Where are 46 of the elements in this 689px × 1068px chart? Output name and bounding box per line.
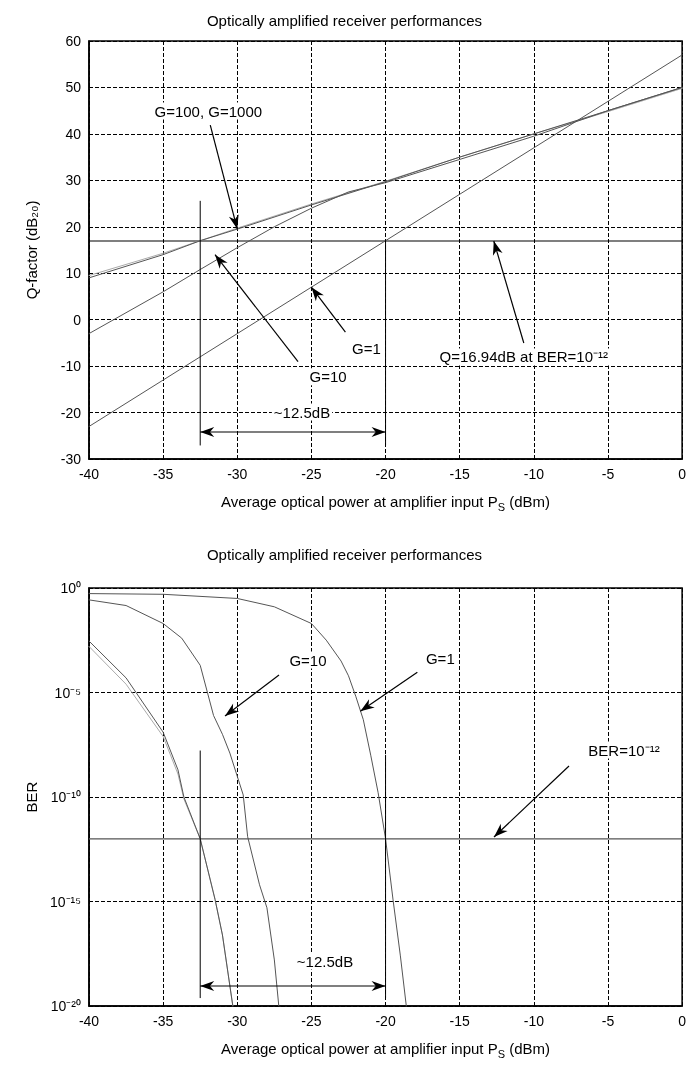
y-axis-title: Q-factor (dB₂₀) [23,200,40,300]
chart-title: Optically amplified receiver performances [206,546,483,563]
x-tick-label: -30 [227,466,248,482]
x-tick-label: -20 [375,1013,396,1029]
x-tick-label: -5 [601,466,615,482]
x-tick-label: -5 [601,1013,615,1029]
y-tick-label: 10⁻¹⁵ [49,893,81,910]
annotation: ~12.5dB [296,952,354,970]
y-tick-label: 10 [65,265,82,282]
x-tick-label: -30 [227,1013,248,1029]
chart-title: Optically amplified receiver performances [206,12,483,29]
x-tick-label: -10 [523,1013,545,1029]
x-tick-label: -40 [78,466,100,482]
y-axis-title: BER [23,781,40,813]
y-tick-label: 60 [65,33,82,49]
annotation: G=1 [352,339,381,357]
y-tick-label: 10⁻¹⁰ [50,789,81,805]
x-tick-label: -25 [301,1013,322,1029]
x-tick-label: -35 [153,1013,174,1029]
y-tick-label: 10⁻²⁰ [50,998,81,1014]
annotation: ~12.5dB [273,403,331,421]
x-tick-label: -40 [78,1013,100,1029]
x-tick-label: -10 [523,466,545,482]
x-tick-label: -15 [449,1013,471,1029]
annotation: BER=10⁻¹² [588,741,660,759]
x-tick-label: 0 [678,1013,687,1029]
y-tick-label: 40 [65,125,82,142]
y-tick-label: -20 [60,404,82,421]
x-tick-label: -20 [375,466,396,482]
y-tick-label: 0 [73,311,82,328]
x-tick-label: -15 [449,466,471,482]
y-tick-label: 20 [65,218,82,235]
x-tick-label: -35 [153,466,174,482]
y-tick-label: 10⁻⁵ [54,684,81,701]
annotation: Q=16.94dB at BER=10⁻¹² [439,348,609,366]
annotation: G=10 [309,368,347,386]
y-tick-label: 30 [65,172,82,189]
y-tick-label: -10 [60,358,82,375]
x-tick-label: 0 [678,466,687,482]
y-tick-label: 50 [65,79,82,96]
annotation: G=100, G=1000 [154,102,263,120]
y-tick-label: 10⁰ [60,580,81,596]
annotation: G=1 [425,649,455,667]
annotation: G=10 [289,651,327,669]
y-tick-label: -30 [60,451,82,467]
x-tick-label: -25 [301,466,322,482]
